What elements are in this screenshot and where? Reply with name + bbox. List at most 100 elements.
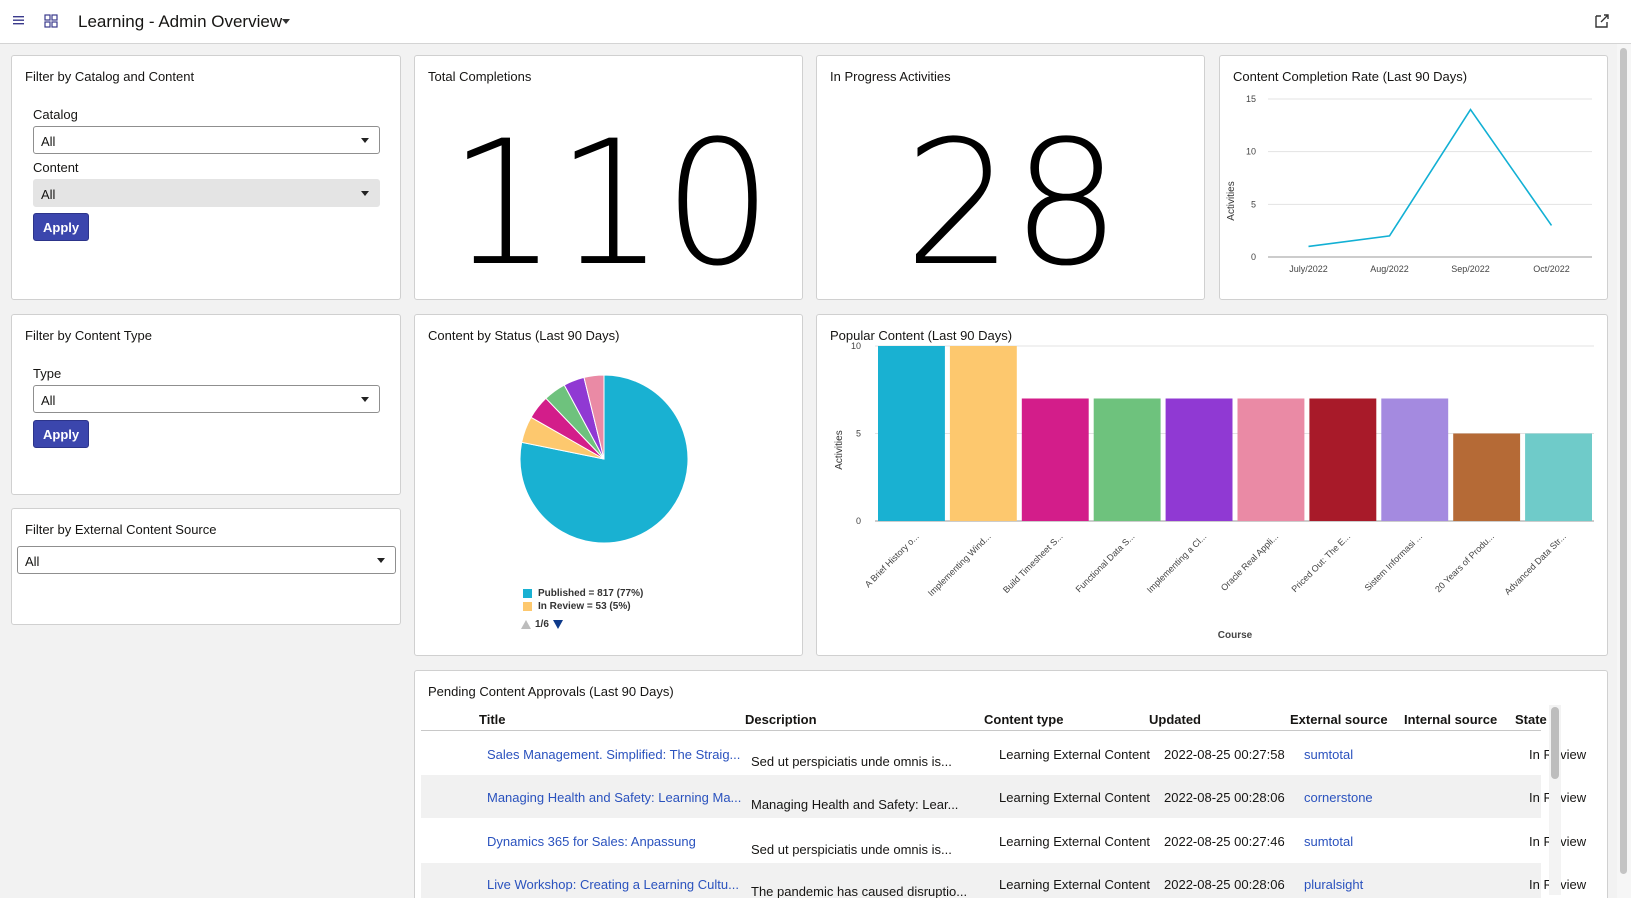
external-source-select[interactable]: All [17,546,396,574]
bar [1165,398,1233,521]
column-header-internal-source[interactable]: Internal source [1404,712,1498,727]
catalog-select[interactable]: All [33,126,380,154]
row-description: Managing Health and Safety: Lear... [751,797,959,812]
x-tick-label: July/2022 [1289,264,1328,274]
y-tick-label: 5 [1251,199,1256,209]
y-tick-label: 5 [856,429,861,439]
y-tick-label: 0 [1251,252,1256,262]
content-status-card: Content by Status (Last 90 Days) Publish… [414,314,803,656]
card-title: In Progress Activities [830,69,951,84]
card-title: Filter by Content Type [25,328,152,343]
apply-button[interactable]: Apply [33,420,90,448]
column-header-updated[interactable]: Updated [1149,712,1201,727]
row-title-link[interactable]: Sales Management. Simplified: The Straig… [487,747,741,762]
page-up-icon[interactable] [521,620,531,629]
card-title: Content Completion Rate (Last 90 Days) [1233,69,1468,84]
type-select-value: All [41,393,56,408]
legend-swatch [523,589,532,598]
apps-grid-icon[interactable] [44,14,58,28]
row-external-source-link[interactable]: pluralsight [1304,877,1364,892]
bar [1309,398,1377,521]
bar [1093,398,1161,521]
header-divider [421,730,1541,731]
row-external-source-link[interactable]: cornerstone [1304,790,1373,805]
table-scrollbar[interactable] [1551,707,1559,779]
content-select-value: All [41,187,56,202]
x-tick-label: A Brief History o... [863,531,921,589]
chevron-down-icon[interactable] [282,19,290,24]
y-tick-label: 10 [1246,147,1256,157]
card-title: Content by Status (Last 90 Days) [428,328,620,343]
top-bar: Learning - Admin Overview [0,0,1631,44]
legend-item: Published = 817 (77%) [523,587,643,600]
in-progress-card: In Progress Activities 28 [816,55,1205,300]
row-description: Sed ut perspiciatis unde omnis is... [751,842,952,857]
type-select[interactable]: All [33,385,380,413]
total-completions-value: 110 [448,103,772,304]
legend-label: In Review = 53 (5%) [538,601,631,612]
bar [1525,433,1592,521]
bar [878,346,945,521]
pending-approvals-card: Pending Content Approvals (Last 90 Days)… [414,670,1608,898]
in-progress-value: 28 [904,103,1121,304]
completion-rate-line-chart: Activities 0 5 10 15 July/2022 Aug/2022 Sep/20… [1226,94,1592,274]
column-header-title[interactable]: Title [479,712,506,727]
column-header-state[interactable]: State [1515,712,1547,727]
x-tick-label: 20 Years of Produ... [1433,531,1496,594]
y-axis-label: Activities [834,430,845,469]
x-tick-label: Sep/2022 [1451,264,1490,274]
y-tick-label: 15 [1246,94,1256,104]
card-title: Filter by External Content Source [25,522,217,537]
y-axis-label: Activities [1226,181,1237,220]
row-content-type: Learning External Content [999,834,1151,849]
menu-icon[interactable] [12,14,26,26]
chevron-down-icon [377,558,385,563]
row-external-source-link[interactable]: sumtotal [1304,834,1354,849]
column-header-description[interactable]: Description [745,712,817,727]
popular-content-card: Popular Content (Last 90 Days) Activitie… [816,314,1608,656]
apply-button[interactable]: Apply [33,213,90,241]
legend-label: Published = 817 (77%) [538,588,644,599]
row-external-source-link[interactable]: sumtotal [1304,747,1354,762]
card-title: Total Completions [428,69,532,84]
share-icon[interactable] [1594,13,1610,29]
x-tick-label: Build Timesheet S... [1001,531,1065,595]
page-down-icon[interactable] [552,620,563,629]
bar [1381,398,1449,521]
filter-external-card: Filter by External Content Source All [11,508,401,625]
x-tick-label: Functional Data S... [1074,531,1137,594]
series-line [1308,108,1553,248]
x-axis-label: Course [1218,630,1253,641]
column-header-external-source[interactable]: External source [1290,712,1388,727]
x-tick-label: Advanced Data Str... [1503,531,1568,596]
table-row[interactable]: Sales Management. Simplified: The Straig… [421,731,1586,774]
catalog-label: Catalog [33,107,78,122]
card-title: Pending Content Approvals (Last 90 Days) [428,684,674,699]
x-tick-label: Implementing Wind... [926,531,993,598]
legend-item: In Review = 53 (5%) [523,600,643,613]
pie-slice [519,374,689,544]
table-row[interactable]: Dynamics 365 for Sales: Anpassung Sed ut… [421,819,1586,862]
x-tick-label: Implementing a Cl... [1145,531,1209,595]
pager-text: 1/6 [535,619,549,630]
bar [1453,433,1521,521]
legend-swatch [523,602,532,611]
row-title-link[interactable]: Live Workshop: Creating a Learning Cultu… [487,877,739,892]
content-select[interactable]: All [33,179,380,207]
bar [949,346,1017,521]
filter-catalog-card: Filter by Catalog and Content Catalog Al… [11,55,401,300]
column-header-content-type[interactable]: Content type [984,712,1064,727]
table-row[interactable]: Managing Health and Safety: Learning Ma.… [421,775,1586,818]
row-updated: 2022-08-25 00:27:58 [1164,747,1285,762]
row-title-link[interactable]: Managing Health and Safety: Learning Ma.… [487,790,742,805]
row-content-type: Learning External Content [999,790,1151,805]
table-row[interactable]: Live Workshop: Creating a Learning Cultu… [421,863,1586,898]
card-title: Popular Content (Last 90 Days) [830,328,1013,343]
x-tick-label: Aug/2022 [1370,264,1409,274]
page-scrollbar[interactable] [1620,48,1627,874]
row-title-link[interactable]: Dynamics 365 for Sales: Anpassung [487,834,696,849]
card-title: Filter by Catalog and Content [25,69,195,84]
chevron-down-icon [361,191,369,196]
type-label: Type [33,366,62,381]
filter-type-card: Filter by Content Type Type All Apply [11,314,401,495]
